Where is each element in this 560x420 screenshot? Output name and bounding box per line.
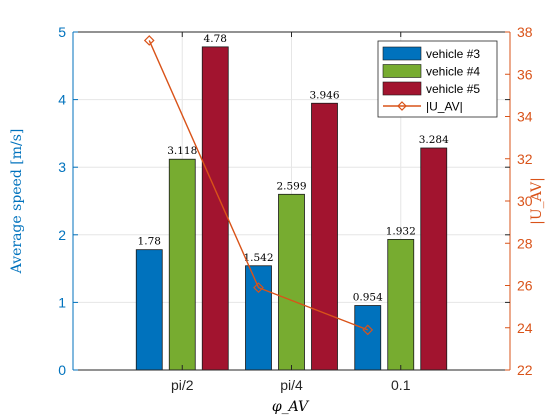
y-right-tick-label: 34	[517, 109, 533, 125]
line-series-path	[148, 40, 369, 331]
data-label: 3.284	[419, 134, 449, 146]
data-label: 1.78	[138, 236, 161, 248]
data-labels: 1.78 1.542 0.954 3.118 2.599 1.932 4.78 3.946 3.…	[138, 33, 450, 304]
data-label: 0.954	[353, 292, 383, 304]
y-right-tick-label: 24	[517, 320, 533, 336]
data-label: 1.542	[243, 252, 273, 264]
bar	[245, 265, 272, 371]
bar	[135, 249, 163, 371]
bars	[135, 46, 448, 371]
bar	[201, 46, 229, 371]
bar	[420, 147, 448, 371]
y-tick-label: 4	[58, 92, 66, 108]
x-tick-label: pi/4	[280, 377, 303, 393]
legend-swatch	[382, 81, 422, 96]
line-series	[143, 35, 374, 336]
y-tick-label: 3	[58, 159, 66, 175]
y-axis-right-label: |U_AV|	[529, 177, 545, 225]
x-tick-label: 0.1	[391, 377, 411, 393]
y-right-tick-label: 32	[517, 151, 533, 167]
y-tick-label: 5	[58, 24, 66, 40]
bar	[278, 193, 305, 371]
y-right-tick-label: 22	[517, 362, 533, 378]
y-right-tick-label: 26	[517, 278, 533, 294]
y-right-tick-label: 38	[517, 24, 533, 40]
y-right-tick-label: 28	[517, 235, 533, 251]
x-axis-label: φ_AV	[272, 399, 310, 415]
y-tick-label: 2	[58, 227, 66, 243]
y-tick-label: 0	[58, 362, 66, 378]
y-right-tick-label: 36	[517, 66, 533, 82]
line-point	[143, 35, 155, 46]
data-label: 1.932	[386, 225, 416, 237]
legend-swatch	[382, 46, 422, 61]
legend-label: vehicle #4	[426, 65, 480, 79]
legend-label: vehicle #5	[426, 82, 480, 96]
y-axis-label: Average speed [m/s]	[9, 129, 25, 275]
line-point	[362, 324, 374, 336]
data-label: 4.78	[204, 33, 227, 45]
y-right-tick-label: 30	[517, 193, 533, 209]
data-label: 3.946	[309, 89, 339, 101]
legend-label: vehicle #3	[426, 47, 480, 61]
bar	[387, 238, 415, 371]
bar	[311, 102, 338, 371]
bar	[354, 305, 382, 371]
legend-marker	[397, 101, 407, 111]
data-label: 3.118	[167, 145, 197, 157]
data-label: 2.599	[276, 180, 306, 192]
y-tick-label: 1	[58, 294, 66, 310]
legend: vehicle #3 vehicle #4 vehicle #5 |U_AV|	[377, 40, 498, 118]
bar	[168, 158, 196, 371]
line-point	[253, 282, 264, 293]
legend-swatch	[382, 64, 422, 78]
x-tick-label: pi/2	[171, 377, 194, 393]
legend-label: |U_AV|	[426, 100, 463, 114]
